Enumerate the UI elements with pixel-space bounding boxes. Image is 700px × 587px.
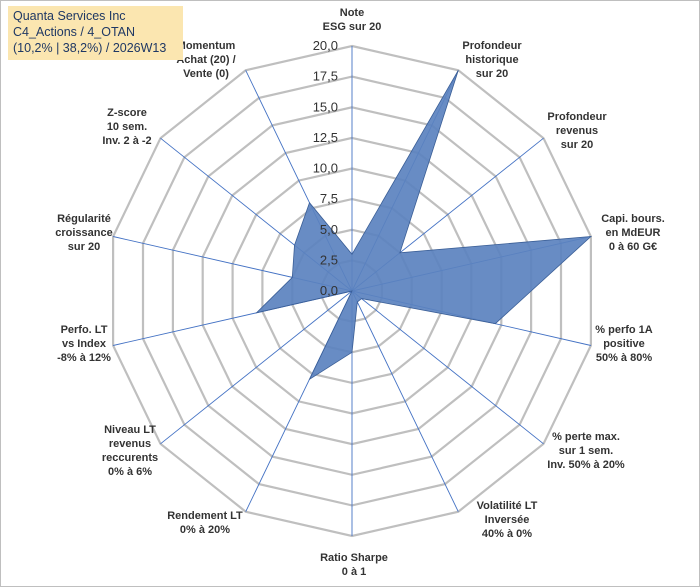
- axis-spoke-5: [351, 290, 544, 445]
- axis-label-4-line-1: positive: [603, 338, 645, 350]
- axis-label-4: % perfo 1A positive 50% à 80%: [595, 324, 653, 364]
- axis-label-0: Note ESG sur 20: [323, 7, 382, 33]
- title-line-2: C4_Actions / 4_OTAN: [13, 25, 136, 39]
- axis-label-12: Z-score 10 sem. Inv. 2 à -2: [102, 107, 151, 147]
- tick-label-3: 7,5: [320, 191, 338, 206]
- axis-label-12-line-0: Z-score: [107, 107, 147, 119]
- axis-label-8-line-1: 0% à 20%: [180, 524, 230, 536]
- axis-label-2-line-2: sur 20: [561, 139, 593, 151]
- axis-label-7-line-0: Ratio Sharpe: [320, 552, 388, 564]
- tick-label-0: 0,0: [320, 283, 338, 298]
- axis-label-10-line-0: Perfo. LT: [61, 324, 108, 336]
- axis-label-3-line-1: en MdEUR: [606, 227, 661, 239]
- axis-label-1-line-1: historique: [465, 54, 518, 66]
- axis-label-1: Profondeur historique sur 20: [462, 40, 522, 80]
- axis-label-5-line-0: % perte max.: [552, 431, 620, 443]
- axis-label-10-line-2: -8% à 12%: [57, 352, 111, 364]
- axis-label-9-line-2: reccurents: [102, 452, 158, 464]
- axis-label-11: Régularité croissance sur 20: [55, 213, 112, 253]
- axis-label-7: Ratio Sharpe 0 à 1: [320, 552, 388, 578]
- tick-label-6: 15,0: [313, 99, 338, 114]
- axis-label-10: Perfo. LT vs Index -8% à 12%: [57, 324, 111, 364]
- tick-label-2: 5,0: [320, 222, 338, 237]
- axis-spoke-9: [160, 290, 353, 445]
- axis-label-5: % perte max. sur 1 sem. Inv. 50% à 20%: [547, 431, 625, 471]
- tick-label-1: 2,5: [320, 252, 338, 267]
- axis-label-5-line-1: sur 1 sem.: [559, 445, 613, 457]
- axis-label-1-line-0: Profondeur: [462, 40, 522, 52]
- axis-label-9-line-0: Niveau LT: [104, 424, 156, 436]
- axis-label-13-line-1: Achat (20) /: [176, 54, 235, 66]
- axis-label-3-line-2: 0 à 60 G€: [609, 241, 657, 253]
- axis-label-12-line-2: Inv. 2 à -2: [102, 135, 151, 147]
- tick-label-8: 20,0: [313, 38, 338, 53]
- tick-labels: 0,0 2,5 5,0 7,5 10,0 12,5 15,0 17,5 20,0: [313, 38, 338, 298]
- axis-label-4-line-2: 50% à 80%: [596, 352, 652, 364]
- title-line-1: Quanta Services Inc: [13, 9, 126, 23]
- axis-label-6-line-0: Volatilité LT: [477, 500, 538, 512]
- axis-label-5-line-2: Inv. 50% à 20%: [547, 459, 625, 471]
- axis-label-9: Niveau LT revenus reccurents 0% à 6%: [102, 424, 158, 478]
- axis-label-12-line-1: 10 sem.: [107, 121, 147, 133]
- tick-label-5: 12,5: [313, 130, 338, 145]
- axis-label-0-line-1: ESG sur 20: [323, 21, 382, 33]
- axis-label-4-line-0: % perfo 1A: [595, 324, 653, 336]
- axis-label-2-line-0: Profondeur: [547, 111, 607, 123]
- axis-label-8: Rendement LT 0% à 20%: [167, 510, 243, 536]
- axis-label-13: Momentum Achat (20) / Vente (0): [176, 40, 235, 80]
- axis-label-6-line-1: Inversée: [485, 514, 530, 526]
- tick-label-7: 17,5: [313, 69, 338, 84]
- axis-label-8-line-0: Rendement LT: [167, 510, 243, 522]
- axis-label-11-line-0: Régularité: [57, 213, 111, 225]
- axis-labels: Note ESG sur 20 Profondeur historique sur 20…: [55, 7, 665, 578]
- axis-label-9-line-1: revenus: [109, 438, 151, 450]
- axis-label-0-line-0: Note: [340, 7, 364, 19]
- axis-spoke-6: [351, 290, 459, 512]
- axis-label-6: Volatilité LT Inversée 40% à 0%: [477, 500, 538, 540]
- axis-label-2: Profondeur revenus sur 20: [547, 111, 607, 151]
- axis-label-11-line-1: croissance: [55, 227, 112, 239]
- axis-label-6-line-2: 40% à 0%: [482, 528, 532, 540]
- axis-label-11-line-2: sur 20: [68, 241, 100, 253]
- title-line-3: (10,2% | 38,2%) / 2026W13: [13, 41, 167, 55]
- axis-label-3: Capi. bours. en MdEUR 0 à 60 G€: [601, 213, 665, 253]
- tick-label-4: 10,0: [313, 161, 338, 176]
- axis-label-10-line-1: vs Index: [62, 338, 107, 350]
- series-layer: [255, 70, 593, 381]
- axis-label-1-line-2: sur 20: [476, 68, 508, 80]
- axis-label-3-line-0: Capi. bours.: [601, 213, 665, 225]
- axis-label-2-line-1: revenus: [556, 125, 598, 137]
- axis-label-9-line-3: 0% à 6%: [108, 466, 152, 478]
- axis-label-13-line-0: Momentum: [177, 40, 236, 52]
- chart-title-box: Quanta Services Inc C4_Actions / 4_OTAN …: [8, 6, 183, 60]
- axis-label-13-line-2: Vente (0): [183, 68, 229, 80]
- axis-label-7-line-1: 0 à 1: [342, 566, 366, 578]
